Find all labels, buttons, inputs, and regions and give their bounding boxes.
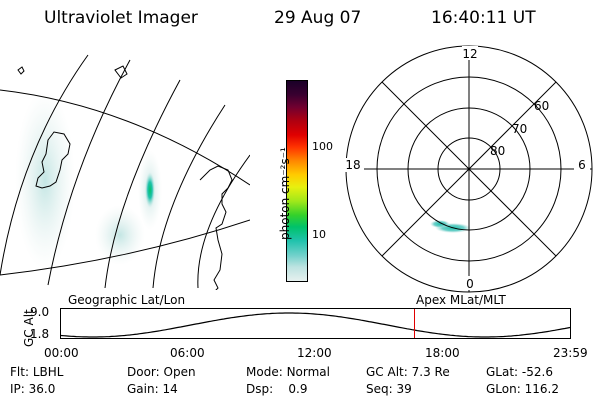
mlt-label-left: 18 (345, 158, 360, 172)
xtick-1200: 12:00 (297, 346, 332, 360)
header-date: 29 Aug 07 (274, 8, 362, 28)
auroral-oval-core (430, 220, 450, 228)
timeline-plot (60, 308, 571, 339)
seq-label: Seq: (366, 382, 393, 396)
altitude-curve (60, 312, 571, 338)
lat-label-60: 60 (534, 99, 549, 113)
header-time: 16:40:11 UT (431, 8, 536, 28)
mlt-label-bottom: 0 (466, 277, 474, 291)
glon-value: 116.2 (524, 382, 559, 396)
colorbar-unit-label: photon cm⁻²s⁻¹ (278, 147, 292, 240)
xtick-1800: 18:00 (425, 346, 460, 360)
dsp-label: Dsp: (246, 382, 274, 396)
timeline-frame (60, 308, 571, 339)
xtick-0000: 00:00 (44, 346, 79, 360)
ip-value: 36.0 (28, 382, 56, 396)
geo-grid (0, 54, 250, 289)
auroral-bright-spot (145, 172, 155, 208)
colorbar (286, 80, 308, 282)
status-glon: GLon: 116.2 (486, 382, 559, 396)
status-seq: Seq: 39 (366, 382, 412, 396)
status-ip: IP: 36.0 (10, 382, 55, 396)
glat-value: -52.6 (521, 365, 553, 379)
status-dsp: Dsp: 0.9 (246, 382, 308, 396)
auroral-haze-left (15, 90, 75, 270)
mlt-label-top: 12 (462, 47, 477, 61)
mlt-label-right: 6 (578, 158, 586, 172)
auroral-haze-center (95, 205, 145, 265)
timeline-ymax: 9.0 (30, 305, 50, 319)
seq-value: 39 (396, 382, 412, 396)
gcalt-label: GC Alt: (366, 365, 408, 379)
status-mode: Mode: Normal (246, 365, 330, 379)
timeline-ymin: 1.8 (30, 327, 50, 341)
status-gain: Gain: 14 (127, 382, 178, 396)
gain-value: 14 (162, 382, 178, 396)
door-value: Open (163, 365, 196, 379)
glon-label: GLon: (486, 382, 521, 396)
polar-grid (345, 45, 593, 293)
mlt-label-bg (462, 46, 478, 60)
mode-label: Mode: (246, 365, 283, 379)
mlt-label-bg (574, 158, 590, 172)
flt-label: Flt: (10, 365, 29, 379)
door-label: Door: (127, 365, 160, 379)
instrument-title: Ultraviolet Imager (44, 8, 198, 28)
colorbar-tick-100: 100 (312, 140, 333, 153)
status-glat: GLat: -52.6 (486, 365, 553, 379)
geographic-label: Geographic Lat/Lon (68, 293, 186, 307)
lat-label-70: 70 (512, 122, 527, 136)
xtick-2359: 23:59 (553, 346, 588, 360)
mlt-label-bg (462, 276, 478, 290)
colorbar-tick-10: 10 (312, 228, 326, 241)
ip-label: IP: (10, 382, 25, 396)
status-flt: Flt: LBHL (10, 365, 63, 379)
status-gcalt: GC Alt: 7.3 Re (366, 365, 450, 379)
lat-label-80: 80 (490, 144, 505, 158)
gcalt-value: 7.3 Re (411, 365, 450, 379)
apex-label: Apex MLat/MLT (416, 293, 506, 307)
polar-plot: 12 18 6 0 60 70 80 (342, 45, 593, 293)
status-door: Door: Open (127, 365, 196, 379)
dsp-value: 0.9 (288, 382, 308, 396)
xtick-0600: 06:00 (170, 346, 205, 360)
coastlines (17, 65, 233, 290)
geographic-image (0, 54, 250, 290)
glat-label: GLat: (486, 365, 519, 379)
flt-value: LBHL (32, 365, 64, 379)
gain-label: Gain: (127, 382, 159, 396)
mlt-label-bg (342, 158, 364, 172)
mode-value: Normal (286, 365, 330, 379)
